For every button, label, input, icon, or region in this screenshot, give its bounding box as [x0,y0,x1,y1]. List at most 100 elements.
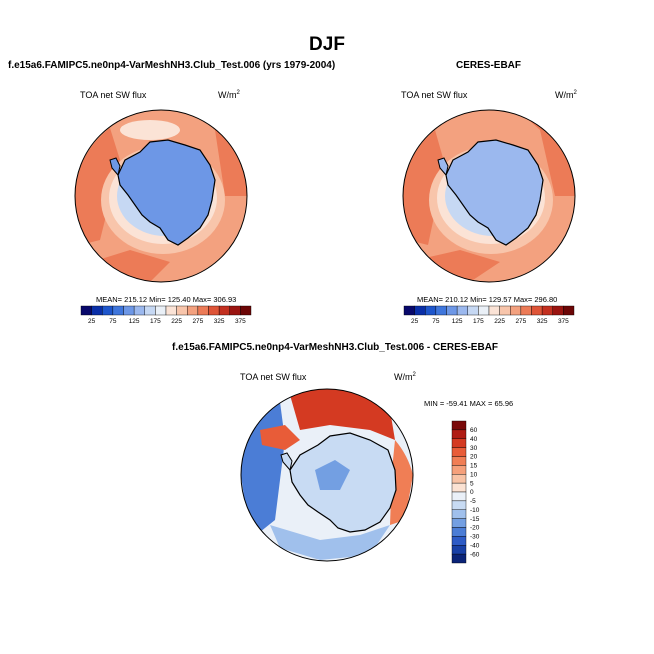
p1-field-west-high [75,128,120,245]
p2-cbar-tick-label: 325 [537,318,548,325]
p1-antarctica [117,139,216,246]
p1-field-east-high [200,110,247,196]
p3-cbar-swatch-10 [451,509,467,519]
p1-cbar-tick-label: 375 [235,318,246,325]
p2-cbar-swatch-3 [435,305,447,316]
p1-cbar-swatch-3 [112,305,124,316]
p2-cbar-tick-label: 225 [494,318,505,325]
p2-cbar-swatch-7 [478,305,490,316]
p3-cbar-swatch-9 [451,500,467,510]
p2-cbar-swatch-10 [510,305,522,316]
p2-cbar-swatch-4 [446,305,458,316]
panel1-field-label: TOA net SW flux [80,90,147,100]
p1-cbar-swatch-2 [102,305,114,316]
p3-cbar-tick-label: -60 [470,551,480,558]
panel1-polar-map [75,110,247,282]
panel2-polar-map [403,110,575,282]
p3-field-south-low [270,525,390,560]
p3-peninsula [280,452,293,472]
p1-cbar-swatch-11 [197,305,209,316]
p2-cbar-swatch-13 [541,305,553,316]
p1-cbar-swatch-0 [80,305,92,316]
p2-cbar-swatch-14 [552,305,564,316]
p2-map-border [402,109,576,283]
p2-cbar-swatch-6 [467,305,479,316]
p2-field-east-high [520,112,575,196]
p2-cbar-swatch-1 [414,305,426,316]
p1-cbar-swatch-14 [229,305,241,316]
p3-cbar-swatch-15 [451,553,467,564]
p2-cbar-tick-label: 275 [515,318,526,325]
p3-cbar-swatch-0 [451,420,467,431]
p1-cbar-tick-label: 175 [150,318,161,325]
p1-cbar-tick-label: 25 [88,318,96,325]
panel3-stats: MIN = -59.41 MAX = 65.96 [424,399,514,408]
panel3-polar-map [241,389,413,561]
p2-cbar-tick-label: 125 [452,318,463,325]
p1-peninsula [109,157,121,177]
p3-cbar-swatch-1 [451,429,467,439]
p3-cbar-tick-label: -5 [470,498,476,505]
p3-cbar-tick-label: 15 [470,463,478,470]
p3-cbar-swatch-5 [451,465,467,475]
panel2-stats: MEAN= 210.12 Min= 129.57 Max= 296.80 [417,295,558,304]
panel1-units: W/m2 [218,90,240,100]
p3-cbar-tick-label: 20 [470,454,478,461]
p3-interior-low [315,460,350,490]
panel1-colorbar: 25 75 125 175 225 275 325 375 [80,305,252,325]
p2-cbar-tick-label: 375 [558,318,569,325]
p3-cbar-swatch-8 [451,491,467,502]
p2-cbar-swatch-15 [563,305,575,316]
p2-field-south-high [425,250,500,282]
p3-cbar-swatch-6 [451,474,467,484]
p2-cbar-swatch-11 [520,305,532,316]
p3-cbar-swatch-13 [451,536,467,546]
p3-cbar-tick-label: -10 [470,507,480,514]
p3-cbar-swatch-7 [451,482,467,493]
p3-field-nw-high [260,425,300,450]
panel3-field-label: TOA net SW flux [240,372,307,382]
p3-cbar-tick-label: 10 [470,471,478,478]
p1-cbar-tick-label: 325 [214,318,225,325]
panel3-units: W/m2 [394,372,416,382]
p1-cbar-tick-label: 75 [109,318,117,325]
p3-cbar-swatch-11 [451,518,467,528]
panel2-title: CERES-EBAF [456,60,522,71]
p3-cbar-tick-label: -30 [470,534,480,541]
p2-cbar-tick-label: 75 [432,318,440,325]
p1-cbar-swatch-8 [165,305,177,316]
p1-cbar-swatch-15 [240,305,252,316]
p2-cbar-tick-label: 175 [473,318,484,325]
p1-map-border [74,109,248,283]
p1-field-south-high [98,250,170,282]
page-title: DJF [309,34,345,55]
p1-cbar-tick-label: 275 [192,318,203,325]
p3-cbar-tick-label: 30 [470,445,478,452]
p1-cbar-tick-label: 125 [129,318,140,325]
panel3-title: f.e15a6.FAMIPC5.ne0np4-VarMeshNH3.Club_T… [172,342,499,353]
p3-map-border [240,388,414,562]
p2-cbar-swatch-8 [488,305,500,316]
p2-field-west-high [403,130,445,245]
p3-cbar-tick-label: 5 [470,480,474,487]
p3-cbar-tick-label: -40 [470,542,480,549]
panel1-stats: MEAN= 215.12 Min= 125.40 Max= 306.93 [96,295,237,304]
p3-cbar-tick-label: 0 [470,489,474,496]
panel2-units: W/m2 [555,90,577,100]
p2-cbar-swatch-5 [456,305,468,316]
p3-cbar-swatch-12 [451,527,467,537]
p3-cbar-tick-label: -20 [470,525,480,532]
panel1-title: f.e15a6.FAMIPC5.ne0np4-VarMeshNH3.Club_T… [8,60,336,71]
p2-cbar-swatch-0 [403,305,415,316]
p1-cbar-swatch-10 [187,305,199,316]
p1-cbar-swatch-13 [218,305,230,316]
p2-peninsula [437,157,449,177]
p2-cbar-swatch-9 [499,305,511,316]
p1-cbar-swatch-1 [91,305,103,316]
p3-cbar-swatch-2 [451,438,467,448]
p1-cbar-swatch-7 [155,305,167,316]
p1-cbar-tick-label: 225 [171,318,182,325]
p1-field-north-pale [120,120,180,140]
panel2-field-label: TOA net SW flux [401,90,468,100]
